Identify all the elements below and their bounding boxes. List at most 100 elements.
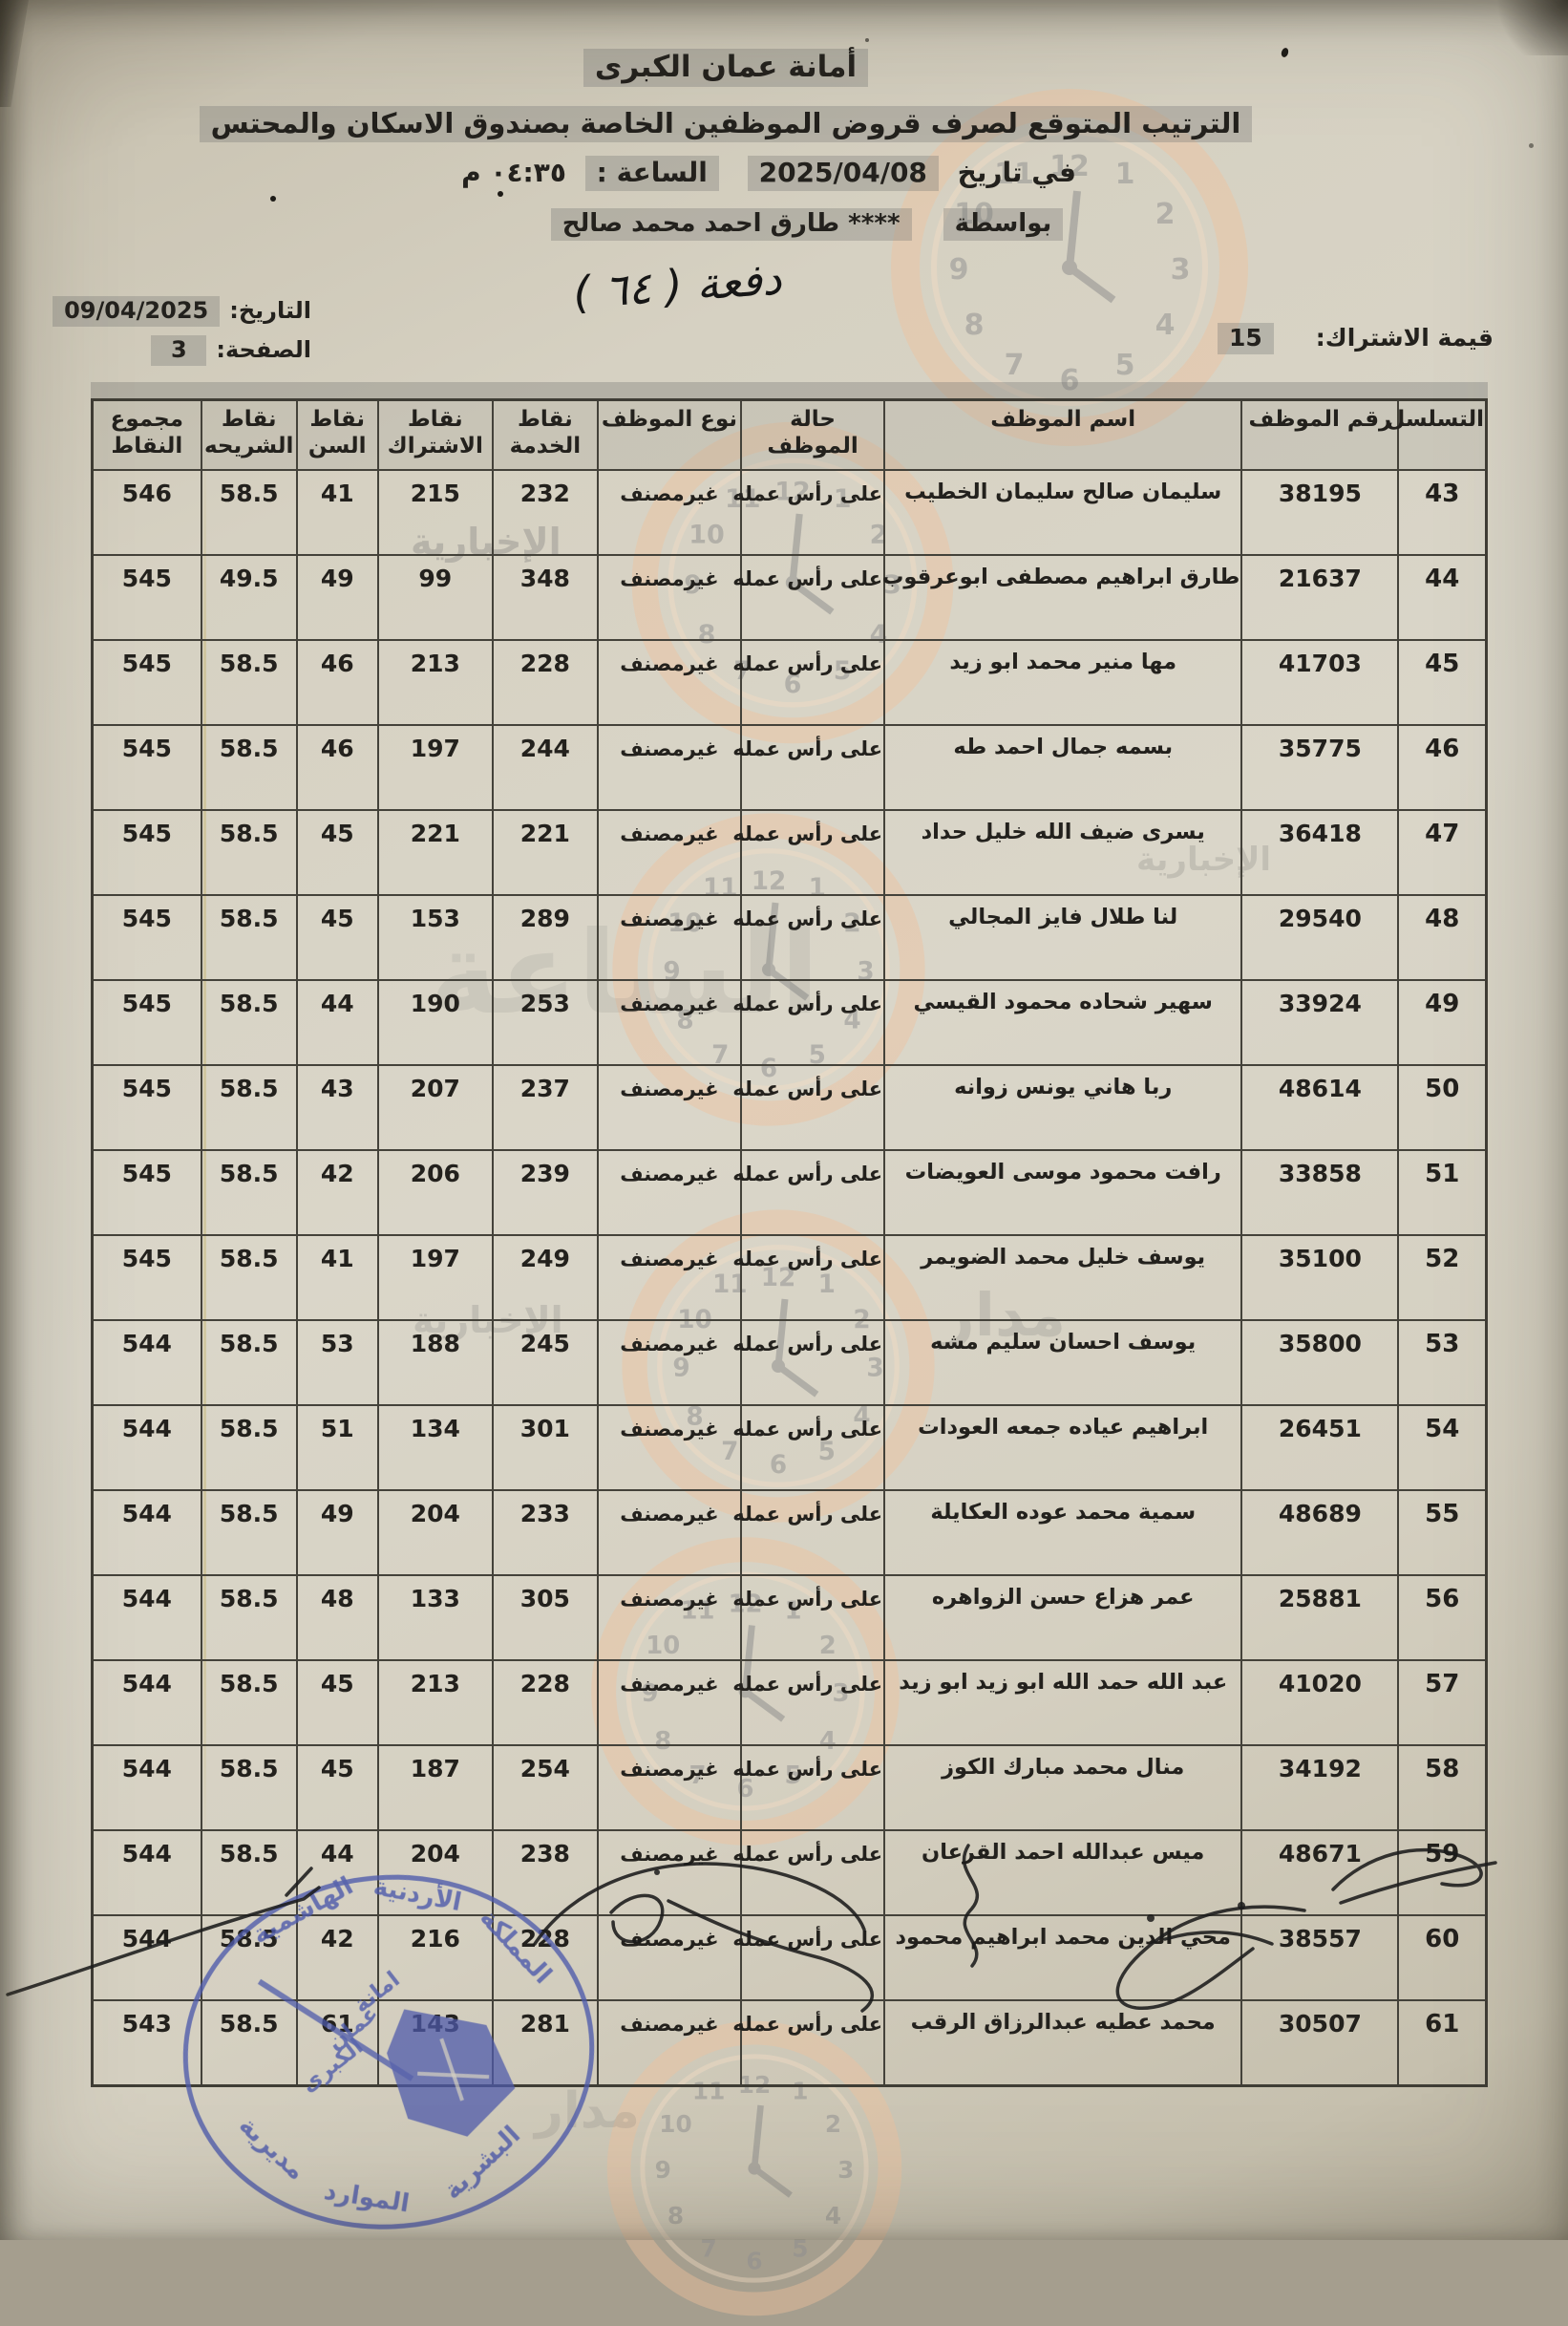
cell-emp_no: 48671 bbox=[1240, 1829, 1400, 1916]
col-header-serial: التسلسل bbox=[1386, 398, 1488, 471]
cell-emp_no: 33924 bbox=[1240, 979, 1400, 1066]
cell-service: 244 bbox=[491, 724, 599, 811]
cell-age: 46 bbox=[295, 724, 379, 811]
handwritten-batch-note: دفعة ( ٦٤ ) bbox=[571, 252, 784, 319]
table-row: 46 35775 بسمه جمال احمد طه على رأس عمله غيرم… bbox=[91, 724, 1488, 811]
cell-name: يوسف خليل محمد الضويمر bbox=[883, 1234, 1243, 1321]
cell-serial: 47 bbox=[1397, 809, 1488, 896]
cell-name: مها منير محمد ابو زيد bbox=[883, 639, 1243, 726]
cell-subscription: 216 bbox=[376, 1914, 494, 2001]
col-header-name: اسم الموظف bbox=[883, 398, 1243, 471]
stamp-text: الموارد bbox=[322, 2177, 412, 2219]
cell-type: غيرمصنف bbox=[596, 554, 742, 641]
by-label: بواسطة bbox=[943, 208, 1064, 241]
table-row: 53 35800 يوسف احسان سليم مشه على رأس عمله غي… bbox=[91, 1319, 1488, 1406]
cell-type: غيرمصنف bbox=[596, 1234, 742, 1321]
cell-emp_no: 35775 bbox=[1240, 724, 1400, 811]
subscription-label: قيمة الاشتراك: bbox=[1315, 324, 1494, 352]
cell-name: يسرى ضيف الله خليل حداد bbox=[883, 809, 1243, 896]
cell-emp_no: 21637 bbox=[1240, 554, 1400, 641]
cell-subscription: 197 bbox=[376, 724, 494, 811]
ink-speck bbox=[270, 196, 276, 202]
stamp-text: البشرية bbox=[438, 2121, 526, 2206]
cell-service: 228 bbox=[491, 1659, 599, 1746]
cell-serial: 53 bbox=[1397, 1319, 1488, 1406]
org-title: أمانة عمان الكبرى bbox=[0, 49, 1451, 87]
col-header-emp-no: رقم الموظف bbox=[1240, 398, 1400, 471]
cell-status: على رأس عمله bbox=[732, 1319, 886, 1406]
cell-status: على رأس عمله bbox=[732, 554, 886, 641]
cell-subscription: 204 bbox=[376, 1829, 494, 1916]
cell-status: على رأس عمله bbox=[732, 1914, 886, 2001]
cell-total: 546 bbox=[91, 469, 202, 556]
cell-subscription: 206 bbox=[376, 1149, 494, 1236]
cell-total: 545 bbox=[91, 554, 202, 641]
cell-serial: 56 bbox=[1397, 1574, 1488, 1661]
meta-left: التاريخ: 09/04/2025 الصفحة: 3 bbox=[53, 296, 311, 374]
printed-on-label: في تاريخ bbox=[957, 157, 1076, 188]
cell-subscription: 190 bbox=[376, 979, 494, 1066]
table-row: 48 29540 لنا طلال فايز المجالي على رأس عمله… bbox=[91, 894, 1488, 981]
cell-status: على رأس عمله bbox=[732, 1489, 886, 1576]
cell-age: 45 bbox=[295, 1744, 379, 1831]
meta-right: قيمة الاشتراك: 15 bbox=[1217, 323, 1494, 354]
cell-type: غيرمصنف bbox=[596, 809, 742, 896]
cell-age: 51 bbox=[295, 1404, 379, 1491]
cell-name: ميس عبدالله احمد القرعان bbox=[883, 1829, 1243, 1916]
cell-name: رافت محمود موسى العويضات bbox=[883, 1149, 1243, 1236]
cell-name: عمر هزاع حسن الزواهره bbox=[883, 1574, 1243, 1661]
cell-total: 545 bbox=[91, 1064, 202, 1151]
cell-status: على رأس عمله bbox=[732, 1999, 886, 2087]
cell-total: 544 bbox=[91, 1744, 202, 1831]
table-row: 52 35100 يوسف خليل محمد الضويمر على رأس عمل… bbox=[91, 1234, 1488, 1321]
time-value: ٠٤:٣٥ م bbox=[461, 157, 566, 188]
stamp-text: المملكة bbox=[474, 1904, 557, 1990]
cell-emp_no: 30507 bbox=[1240, 1999, 1400, 2087]
cell-serial: 59 bbox=[1397, 1829, 1488, 1916]
cell-service: 254 bbox=[491, 1744, 599, 1831]
cell-name: سهير شحاده محمود القيسي bbox=[883, 979, 1243, 1066]
table-row: 44 21637 طارق ابراهيم مصطفى ابوعرقوب على رأ… bbox=[91, 554, 1488, 641]
cell-type: غيرمصنف bbox=[596, 1404, 742, 1491]
stamp-text: مديرية bbox=[233, 2111, 310, 2187]
table-row: 58 34192 منال محمد مبارك الكوز على رأس عمله… bbox=[91, 1744, 1488, 1831]
cell-emp_no: 35800 bbox=[1240, 1319, 1400, 1406]
cell-type: غيرمصنف bbox=[596, 1149, 742, 1236]
cell-emp_no: 36418 bbox=[1240, 809, 1400, 896]
cell-total: 545 bbox=[91, 1234, 202, 1321]
cell-type: غيرمصنف bbox=[596, 469, 742, 556]
table-row: 51 33858 رافت محمود موسى العويضات على رأس ع… bbox=[91, 1149, 1488, 1236]
stamp-text: الهاشمية bbox=[247, 1871, 358, 1950]
cell-age: 42 bbox=[295, 1149, 379, 1236]
cell-service: 245 bbox=[491, 1319, 599, 1406]
cell-tier: 58.5 bbox=[200, 1999, 298, 2087]
scanned-document-page: 12 1 2 3 4 5 6 7 8 9 10 11 الإخبارية الإ… bbox=[0, 0, 1568, 2240]
cell-type: غيرمصنف bbox=[596, 1319, 742, 1406]
table-row: 43 38195 سليمان صالح سليمان الخطيب على رأس … bbox=[91, 469, 1488, 556]
table-row: 54 26451 ابراهيم عياده جمعه العودات على رأس… bbox=[91, 1404, 1488, 1491]
subscription-value: 15 bbox=[1217, 323, 1274, 354]
cell-serial: 61 bbox=[1397, 1999, 1488, 2087]
ink-speck bbox=[498, 191, 503, 197]
cell-name: محي الدين محمد ابراهيم محمود bbox=[883, 1914, 1243, 2001]
cell-status: على رأس عمله bbox=[732, 809, 886, 896]
cell-type: غيرمصنف bbox=[596, 1064, 742, 1151]
cell-subscription: 213 bbox=[376, 639, 494, 726]
cell-name: يوسف احسان سليم مشه bbox=[883, 1319, 1243, 1406]
cell-status: على رأس عمله bbox=[732, 724, 886, 811]
col-header-tier: نقاط الشريحه bbox=[200, 398, 298, 471]
cell-emp_no: 29540 bbox=[1240, 894, 1400, 981]
cell-serial: 58 bbox=[1397, 1744, 1488, 1831]
cell-tier: 58.5 bbox=[200, 979, 298, 1066]
cell-service: 249 bbox=[491, 1234, 599, 1321]
cell-status: على رأس عمله bbox=[732, 639, 886, 726]
cell-serial: 60 bbox=[1397, 1914, 1488, 2001]
cell-subscription: 221 bbox=[376, 809, 494, 896]
cell-serial: 48 bbox=[1397, 894, 1488, 981]
cell-name: بسمه جمال احمد طه bbox=[883, 724, 1243, 811]
cell-name: لنا طلال فايز المجالي bbox=[883, 894, 1243, 981]
date-value: 09/04/2025 bbox=[53, 296, 221, 327]
ink-speck bbox=[865, 38, 869, 42]
time-label: الساعة : bbox=[584, 156, 719, 191]
col-header-service: نقاط الخدمة bbox=[491, 398, 599, 471]
